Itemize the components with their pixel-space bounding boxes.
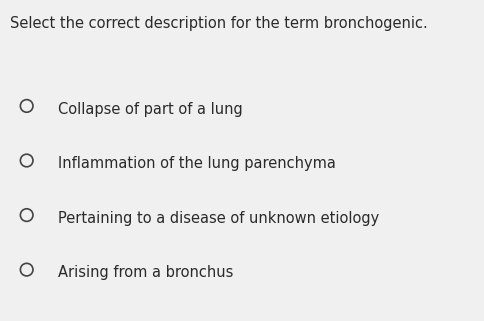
- Text: Select the correct description for the term bronchogenic.: Select the correct description for the t…: [10, 16, 426, 31]
- Text: Arising from a bronchus: Arising from a bronchus: [58, 265, 233, 280]
- Text: Inflammation of the lung parenchyma: Inflammation of the lung parenchyma: [58, 156, 335, 171]
- Text: Collapse of part of a lung: Collapse of part of a lung: [58, 102, 242, 117]
- Text: Pertaining to a disease of unknown etiology: Pertaining to a disease of unknown etiol…: [58, 211, 378, 226]
